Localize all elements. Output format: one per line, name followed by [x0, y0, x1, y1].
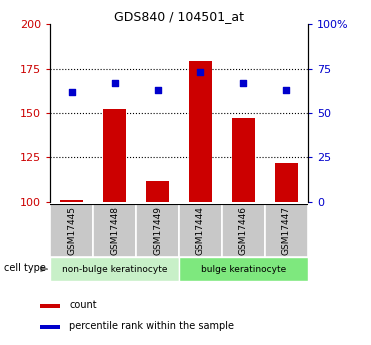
Bar	[275, 163, 298, 202]
Bar	[189, 61, 212, 202]
Bar	[93, 204, 136, 257]
Title: GDS840 / 104501_at: GDS840 / 104501_at	[114, 10, 244, 23]
Bar	[50, 204, 93, 257]
Text: non-bulge keratinocyte: non-bulge keratinocyte	[62, 265, 167, 274]
Text: GSM17448: GSM17448	[110, 206, 119, 255]
Text: count: count	[69, 300, 97, 310]
Bar	[40, 304, 59, 308]
Text: GSM17449: GSM17449	[153, 206, 162, 255]
Point	[197, 69, 203, 75]
Bar	[40, 325, 59, 329]
Bar	[179, 257, 308, 281]
Bar	[222, 204, 265, 257]
Point	[240, 80, 246, 86]
Text: percentile rank within the sample: percentile rank within the sample	[69, 321, 234, 331]
Point	[283, 87, 289, 93]
Bar	[232, 118, 255, 202]
Text: GSM17445: GSM17445	[67, 206, 76, 255]
Bar	[265, 204, 308, 257]
Point	[69, 89, 75, 95]
Bar	[136, 204, 179, 257]
Text: bulge keratinocyte: bulge keratinocyte	[201, 265, 286, 274]
Point	[112, 80, 118, 86]
Text: cell type: cell type	[4, 264, 46, 273]
Bar	[60, 200, 83, 202]
Text: GSM17447: GSM17447	[282, 206, 291, 255]
Text: GSM17446: GSM17446	[239, 206, 248, 255]
Bar	[179, 204, 222, 257]
Point	[155, 87, 161, 93]
Bar	[50, 257, 179, 281]
Bar	[103, 109, 127, 202]
Bar	[146, 180, 169, 202]
Text: GSM17444: GSM17444	[196, 206, 205, 255]
